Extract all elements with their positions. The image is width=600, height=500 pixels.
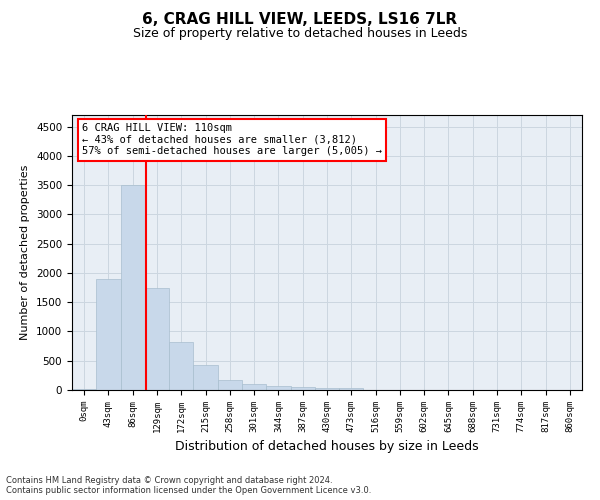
Bar: [169, 342, 193, 390]
Bar: [218, 380, 242, 390]
Bar: [72, 389, 96, 390]
Bar: [193, 365, 218, 390]
Text: 6, CRAG HILL VIEW, LEEDS, LS16 7LR: 6, CRAG HILL VIEW, LEEDS, LS16 7LR: [142, 12, 458, 28]
Bar: [121, 185, 145, 390]
Bar: [266, 386, 290, 390]
Bar: [145, 288, 169, 390]
Bar: [290, 387, 315, 390]
Bar: [339, 388, 364, 390]
Text: 6 CRAG HILL VIEW: 110sqm
← 43% of detached houses are smaller (3,812)
57% of sem: 6 CRAG HILL VIEW: 110sqm ← 43% of detach…: [82, 123, 382, 156]
Bar: [96, 279, 121, 390]
Text: Contains HM Land Registry data © Crown copyright and database right 2024.
Contai: Contains HM Land Registry data © Crown c…: [6, 476, 371, 495]
Text: Size of property relative to detached houses in Leeds: Size of property relative to detached ho…: [133, 28, 467, 40]
X-axis label: Distribution of detached houses by size in Leeds: Distribution of detached houses by size …: [175, 440, 479, 454]
Bar: [242, 384, 266, 390]
Bar: [315, 388, 339, 390]
Y-axis label: Number of detached properties: Number of detached properties: [20, 165, 31, 340]
